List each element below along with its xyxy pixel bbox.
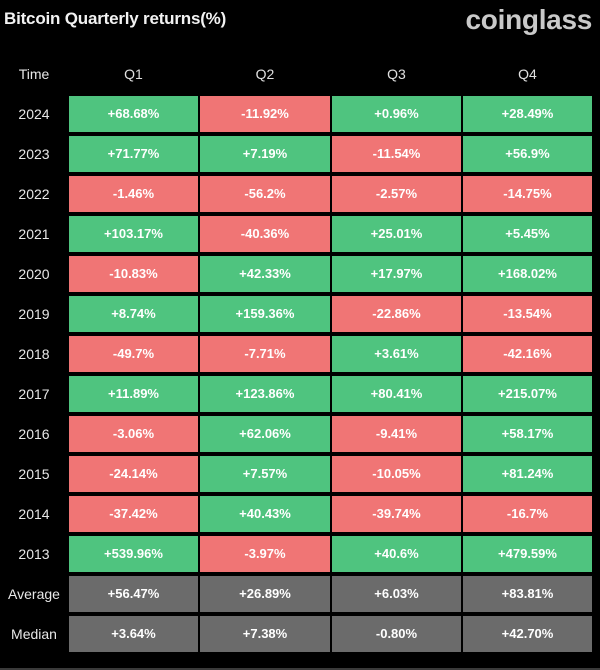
year-label: 2021 (18, 226, 50, 242)
return-cell-q1: +539.96% (69, 536, 198, 572)
table-body: 2024 +68.68% -11.92% +0.96% +28.49% 2023 +71.7… (0, 94, 600, 654)
summary-cell-q1: +56.47% (69, 576, 198, 612)
column-header-q1: Q1 (124, 66, 143, 82)
return-cell-q4: +215.07% (463, 376, 592, 412)
year-label: 2015 (18, 466, 50, 482)
summary-label: Average (8, 586, 60, 602)
return-cell-q4: -16.7% (463, 496, 592, 532)
column-header-q2: Q2 (255, 66, 275, 82)
year-label: 2014 (18, 506, 50, 522)
header-row: Time Q1 Q2 Q3 Q4 (0, 54, 600, 94)
return-cell-q1: -10.83% (69, 256, 198, 292)
column-header-time: Time (18, 66, 50, 82)
table-row: 2022 -1.46% -56.2% -2.57% -14.75% (0, 174, 600, 214)
brand-logo: coinglass (465, 4, 593, 35)
return-cell-q3: -9.41% (332, 416, 461, 452)
return-cell-q4: +81.24% (463, 456, 592, 492)
return-cell-q3: -2.57% (332, 176, 461, 212)
return-cell-q4: +58.17% (463, 416, 592, 452)
year-label: 2019 (18, 306, 50, 322)
return-cell-q2: +40.43% (200, 496, 330, 532)
return-cell-q2: +62.06% (200, 416, 330, 452)
summary-cell-q2: +7.38% (200, 616, 330, 652)
summary-cell-q4: +83.81% (463, 576, 592, 612)
column-header-q4: Q4 (518, 66, 537, 82)
year-label: 2022 (18, 186, 50, 202)
table-row: 2019 +8.74% +159.36% -22.86% -13.54% (0, 294, 600, 334)
bottom-divider (0, 668, 600, 670)
return-cell-q1: +8.74% (69, 296, 198, 332)
return-cell-q2: +123.86% (200, 376, 330, 412)
return-cell-q3: +17.97% (332, 256, 461, 292)
summary-cell-q2: +26.89% (200, 576, 330, 612)
return-cell-q2: +42.33% (200, 256, 330, 292)
table-row: 2024 +68.68% -11.92% +0.96% +28.49% (0, 94, 600, 134)
return-cell-q4: +56.9% (463, 136, 592, 172)
chart-title: Bitcoin Quarterly returns(%) (4, 9, 227, 28)
table-row: 2015 -24.14% +7.57% -10.05% +81.24% (0, 454, 600, 494)
return-cell-q1: +103.17% (69, 216, 198, 252)
return-cell-q1: -1.46% (69, 176, 198, 212)
return-cell-q2: -40.36% (200, 216, 330, 252)
year-label: 2024 (18, 106, 50, 122)
return-cell-q3: +40.6% (332, 536, 461, 572)
table-row: 2013 +539.96% -3.97% +40.6% +479.59% (0, 534, 600, 574)
table-row: 2020 -10.83% +42.33% +17.97% +168.02% (0, 254, 600, 294)
year-label: 2018 (18, 346, 50, 362)
return-cell-q1: -37.42% (69, 496, 198, 532)
summary-cell-q3: +6.03% (332, 576, 461, 612)
year-label: 2016 (18, 426, 50, 442)
return-cell-q2: -11.92% (200, 96, 330, 132)
return-cell-q1: +68.68% (69, 96, 198, 132)
return-cell-q3: -22.86% (332, 296, 461, 332)
return-cell-q3: -39.74% (332, 496, 461, 532)
return-cell-q2: -3.97% (200, 536, 330, 572)
return-cell-q4: -42.16% (463, 336, 592, 372)
return-cell-q3: -11.54% (332, 136, 461, 172)
table-row: 2018 -49.7% -7.71% +3.61% -42.16% (0, 334, 600, 374)
return-cell-q4: +479.59% (463, 536, 592, 572)
year-label: 2013 (18, 546, 50, 562)
table-row: 2014 -37.42% +40.43% -39.74% -16.7% (0, 494, 600, 534)
return-cell-q3: +80.41% (332, 376, 461, 412)
summary-cell-q3: -0.80% (332, 616, 461, 652)
return-cell-q4: +168.02% (463, 256, 592, 292)
year-label: 2020 (18, 266, 50, 282)
return-cell-q1: +71.77% (69, 136, 198, 172)
column-header-q3: Q3 (387, 66, 406, 82)
return-cell-q1: -24.14% (69, 456, 198, 492)
return-cell-q2: +7.19% (200, 136, 330, 172)
return-cell-q2: -7.71% (200, 336, 330, 372)
return-cell-q3: +0.96% (332, 96, 461, 132)
return-cell-q3: +25.01% (332, 216, 461, 252)
table-row: 2021 +103.17% -40.36% +25.01% +5.45% (0, 214, 600, 254)
table-row: 2016 -3.06% +62.06% -9.41% +58.17% (0, 414, 600, 454)
return-cell-q2: -56.2% (200, 176, 330, 212)
returns-table: Time Q1 Q2 Q3 Q4 2024 +68.68% -11.92% +0.96… (0, 54, 600, 654)
summary-cell-q1: +3.64% (69, 616, 198, 652)
return-cell-q2: +7.57% (200, 456, 330, 492)
return-cell-q4: -14.75% (463, 176, 592, 212)
return-cell-q1: +11.89% (69, 376, 198, 412)
year-label: 2023 (18, 146, 50, 162)
summary-row: Median +3.64% +7.38% -0.80% +42.70% (0, 614, 600, 654)
year-label: 2017 (18, 386, 50, 402)
return-cell-q1: -49.7% (69, 336, 198, 372)
return-cell-q3: +3.61% (332, 336, 461, 372)
summary-row: Average +56.47% +26.89% +6.03% +83.81% (0, 574, 600, 614)
return-cell-q1: -3.06% (69, 416, 198, 452)
return-cell-q4: +5.45% (463, 216, 592, 252)
return-cell-q2: +159.36% (200, 296, 330, 332)
return-cell-q4: -13.54% (463, 296, 592, 332)
return-cell-q3: -10.05% (332, 456, 461, 492)
table-row: 2017 +11.89% +123.86% +80.41% +215.07% (0, 374, 600, 414)
summary-label: Median (11, 626, 57, 642)
table-row: 2023 +71.77% +7.19% -11.54% +56.9% (0, 134, 600, 174)
summary-cell-q4: +42.70% (463, 616, 592, 652)
return-cell-q4: +28.49% (463, 96, 592, 132)
